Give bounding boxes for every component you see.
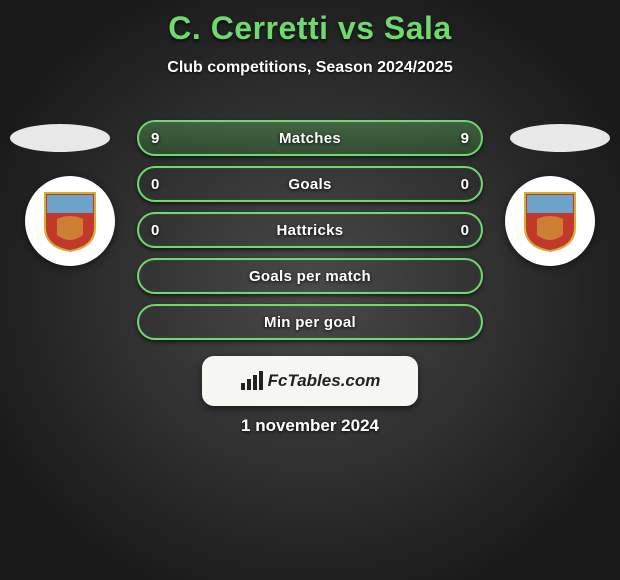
spot-ellipse-left	[10, 124, 110, 152]
club-crest-left	[20, 176, 120, 266]
shield-icon	[43, 189, 97, 253]
stat-label: Min per goal	[264, 314, 356, 331]
club-crest-right	[500, 176, 600, 266]
date-label: 1 november 2024	[0, 416, 620, 436]
stat-row-matches: 9 Matches 9	[137, 120, 483, 156]
stat-row-hattricks: 0 Hattricks 0	[137, 212, 483, 248]
infographic-bg: C. Cerretti vs Sala Club competitions, S…	[0, 0, 620, 580]
stat-row-goals: 0 Goals 0	[137, 166, 483, 202]
stat-label: Goals	[288, 176, 331, 193]
bar-chart-icon	[240, 371, 264, 391]
stat-right-value: 9	[461, 130, 469, 147]
brand-text: FcTables.com	[268, 371, 381, 391]
stat-label: Goals per match	[249, 268, 371, 285]
crest-bg-right	[505, 176, 595, 266]
stat-label: Hattricks	[277, 222, 344, 239]
stat-right-value: 0	[461, 176, 469, 193]
page-title: C. Cerretti vs Sala	[0, 0, 620, 47]
stat-left-value: 9	[151, 130, 159, 147]
subtitle: Club competitions, Season 2024/2025	[0, 59, 620, 77]
shield-icon	[523, 189, 577, 253]
stat-right-value: 0	[461, 222, 469, 239]
stat-left-value: 0	[151, 176, 159, 193]
crest-bg-left	[25, 176, 115, 266]
brand-badge: FcTables.com	[202, 356, 418, 406]
stats-panel: 9 Matches 9 0 Goals 0 0 Hattricks 0	[137, 120, 483, 350]
stat-row-goals-per-match: Goals per match	[137, 258, 483, 294]
stat-label: Matches	[279, 130, 341, 147]
spot-ellipse-right	[510, 124, 610, 152]
stat-left-value: 0	[151, 222, 159, 239]
stat-row-min-per-goal: Min per goal	[137, 304, 483, 340]
